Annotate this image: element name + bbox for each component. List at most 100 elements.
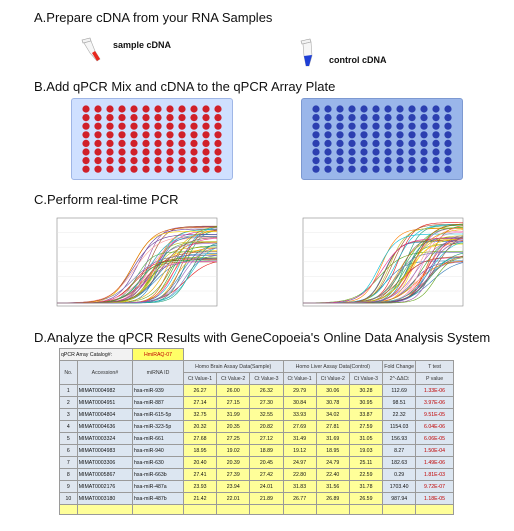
- row-sample-ct: 31.99: [216, 408, 251, 421]
- row-sample-ct: 21.89: [249, 492, 284, 505]
- plate-well: [324, 165, 332, 173]
- amplification-curve: [57, 227, 217, 304]
- row-control-ct: 30.78: [315, 396, 350, 409]
- plate-well: [118, 105, 126, 113]
- plate-well: [384, 148, 392, 156]
- table-row: 3 MIMAT0004804 hsa-miR-615-5p 32.75 31.99 32.…: [59, 408, 490, 421]
- plate-well: [324, 148, 332, 156]
- plate-well: [202, 105, 210, 113]
- plate-well: [154, 122, 162, 130]
- plate-well: [166, 157, 174, 165]
- plate-well: [360, 131, 368, 139]
- row-mirna: hsa-miR-940: [132, 444, 184, 457]
- plate-well: [82, 114, 90, 122]
- plate-well: [384, 131, 392, 139]
- sample-cdna-label: sample cDNA: [113, 40, 172, 50]
- control-cdna-label: control cDNA: [329, 55, 387, 65]
- plate-well: [202, 131, 210, 139]
- plate-well: [396, 148, 404, 156]
- col-no-header: No.: [59, 360, 78, 385]
- row-fold-change: 182.63: [382, 456, 417, 469]
- footer-cell: [415, 504, 454, 515]
- row-accession: MIMAT0004983: [76, 444, 134, 457]
- row-p-value: 3.97E-06: [415, 396, 454, 409]
- plate-well: [396, 105, 404, 113]
- plate-well: [324, 114, 332, 122]
- row-p-value: 9.51E-05: [415, 408, 454, 421]
- row-control-ct: 26.59: [348, 492, 384, 505]
- row-sample-ct: 27.15: [216, 396, 251, 409]
- row-control-ct: 30.95: [348, 396, 384, 409]
- sample-cdna-tube-icon: [81, 37, 101, 62]
- plate-well: [396, 122, 404, 130]
- plate-well: [384, 157, 392, 165]
- plate-well: [130, 114, 138, 122]
- row-accession: MIMAT0005867: [76, 468, 134, 481]
- table-row: 2 MIMAT0004951 hsa-miR-887 27.14 27.15 27.30 3…: [59, 396, 490, 409]
- plate-well: [384, 105, 392, 113]
- plate-well: [336, 165, 344, 173]
- plate-well: [142, 139, 150, 147]
- plate-well: [324, 122, 332, 130]
- control-cdna-tube-icon: [300, 38, 313, 67]
- plate-well: [336, 131, 344, 139]
- plate-well: [348, 105, 356, 113]
- plate-well: [432, 165, 440, 173]
- plate-well: [408, 114, 416, 122]
- row-no: 3: [59, 408, 78, 421]
- row-control-ct: 30.06: [315, 384, 350, 397]
- plate-well: [142, 165, 150, 173]
- plate-well: [444, 148, 452, 156]
- col-accession-header: Accession#: [76, 360, 134, 385]
- plate-well: [312, 122, 320, 130]
- plate-well: [408, 148, 416, 156]
- row-accession: MIMAT0003306: [76, 456, 134, 469]
- row-accession: MIMAT0004951: [76, 396, 134, 409]
- plate-well: [360, 165, 368, 173]
- plate-well: [444, 122, 452, 130]
- row-sample-ct: 23.94: [216, 480, 251, 493]
- row-mirna: hsa-miR-939: [132, 384, 184, 397]
- plate-well: [324, 131, 332, 139]
- plate-well: [372, 122, 380, 130]
- plate-well: [372, 157, 380, 165]
- plate-well: [106, 131, 114, 139]
- plate-well: [408, 122, 416, 130]
- qpcr-results-table: qPCR Array Catalog#: HmiRAQ-07 No. Acces…: [58, 348, 490, 515]
- plate-well: [178, 148, 186, 156]
- row-control-ct: 27.69: [282, 420, 317, 433]
- row-sample-ct: 27.25: [216, 432, 251, 445]
- row-no: 1: [59, 384, 78, 397]
- plate-well: [384, 139, 392, 147]
- plate-well: [190, 165, 198, 173]
- row-control-ct: 18.95: [315, 444, 350, 457]
- row-accession: MIMAT0003324: [76, 432, 134, 445]
- amplification-curve: [303, 238, 464, 304]
- row-no: 6: [59, 444, 78, 457]
- plate-well: [106, 114, 114, 122]
- plate-well: [408, 157, 416, 165]
- plate-well: [372, 148, 380, 156]
- amplification-curve: [303, 238, 463, 304]
- row-control-ct: 22.40: [315, 468, 350, 481]
- step-d-title: D.Analyze the qPCR Results with GeneCopo…: [34, 330, 491, 345]
- plate-well: [420, 165, 428, 173]
- row-no: 7: [59, 456, 78, 469]
- plate-well: [106, 148, 114, 156]
- row-p-value: 1.18E-05: [415, 492, 454, 505]
- plate-well: [130, 165, 138, 173]
- control-group-header: Homo Liver Assay Data(Control): [282, 360, 384, 373]
- step-a-title: A.Prepare cDNA from your RNA Samples: [34, 10, 273, 25]
- row-mirna: hsa-miR-323-5p: [132, 420, 184, 433]
- plate-well: [420, 114, 428, 122]
- plate-well: [324, 105, 332, 113]
- plate-well: [118, 131, 126, 139]
- plate-well: [444, 105, 452, 113]
- plate-well: [190, 157, 198, 165]
- row-sample-ct: 27.68: [182, 432, 218, 445]
- plate-well: [178, 139, 186, 147]
- plate-well: [372, 114, 380, 122]
- row-p-value: 1.81E-03: [415, 468, 454, 481]
- plate-well: [178, 165, 186, 173]
- row-sample-ct: 27.30: [249, 396, 284, 409]
